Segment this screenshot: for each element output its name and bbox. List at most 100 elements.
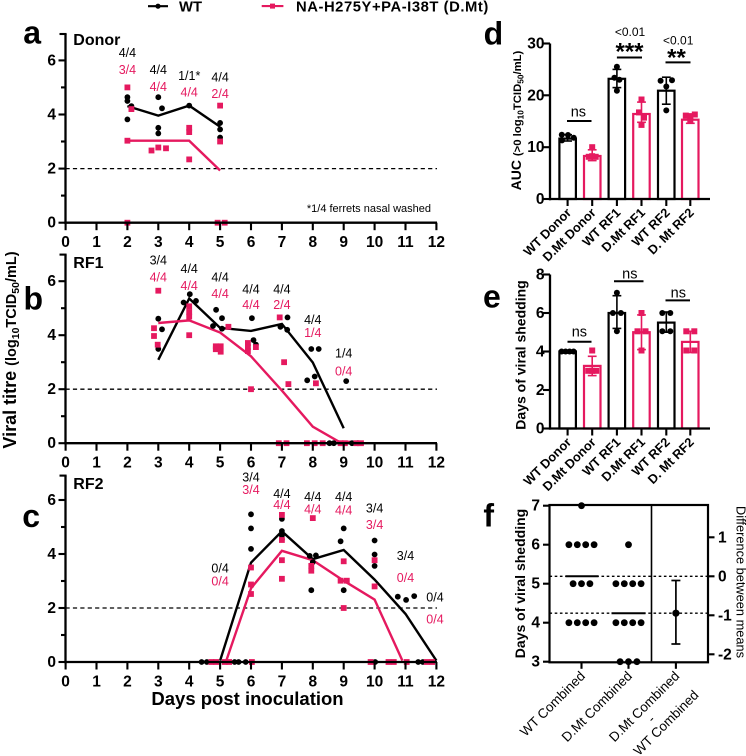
svg-text:4/4: 4/4 (181, 279, 198, 293)
svg-text:7: 7 (278, 234, 287, 251)
svg-text:4/4: 4/4 (150, 80, 167, 94)
svg-text:2: 2 (47, 161, 56, 178)
svg-text:4: 4 (47, 107, 56, 124)
svg-text:3/4: 3/4 (242, 483, 259, 497)
svg-text:2: 2 (536, 382, 545, 399)
svg-text:3: 3 (531, 654, 540, 671)
svg-text:ns: ns (571, 104, 586, 120)
svg-text:3: 3 (154, 455, 163, 472)
svg-text:10: 10 (366, 674, 383, 691)
svg-text:4: 4 (185, 234, 194, 251)
svg-text:0/4: 0/4 (397, 571, 414, 585)
svg-text:10: 10 (366, 234, 383, 251)
svg-text:6: 6 (247, 455, 256, 472)
svg-text:4: 4 (531, 615, 540, 632)
svg-text:9: 9 (339, 234, 348, 251)
svg-text:12: 12 (428, 234, 445, 251)
svg-text:4: 4 (536, 344, 545, 361)
svg-text:4/4: 4/4 (304, 490, 321, 504)
svg-text:4/4: 4/4 (273, 487, 290, 501)
svg-text:4/4: 4/4 (335, 490, 352, 504)
svg-text:4/4: 4/4 (150, 63, 167, 77)
svg-text:3: 3 (154, 674, 163, 691)
svg-text:3/4: 3/4 (366, 502, 383, 516)
svg-text:-1: -1 (718, 607, 732, 624)
svg-text:3/4: 3/4 (397, 549, 414, 563)
svg-text:6: 6 (531, 537, 540, 554)
svg-text:d: d (484, 15, 504, 51)
svg-text:4/4: 4/4 (273, 498, 290, 512)
svg-text:3/4: 3/4 (366, 518, 383, 532)
svg-text:f: f (483, 497, 494, 533)
svg-text:2/4: 2/4 (211, 87, 228, 101)
svg-text:9: 9 (339, 455, 348, 472)
svg-text:1: 1 (92, 455, 101, 472)
svg-text:1/1*: 1/1* (178, 69, 200, 83)
svg-text:0/4: 0/4 (426, 613, 443, 627)
svg-text:c: c (22, 498, 40, 534)
svg-text:Days of viral shedding: Days of viral shedding (512, 509, 528, 658)
svg-text:4/4: 4/4 (211, 287, 228, 301)
svg-text:0/4: 0/4 (426, 591, 443, 605)
svg-text:6: 6 (247, 234, 256, 251)
svg-text:5: 5 (216, 455, 225, 472)
svg-text:4/4: 4/4 (181, 86, 198, 100)
svg-text:**: ** (667, 45, 686, 72)
svg-text:10: 10 (366, 455, 383, 472)
svg-text:3: 3 (154, 234, 163, 251)
svg-text:11: 11 (397, 455, 414, 472)
svg-text:0: 0 (61, 455, 70, 472)
svg-text:0/4: 0/4 (211, 575, 228, 589)
svg-text:1: 1 (92, 674, 101, 691)
svg-text:4/4: 4/4 (273, 283, 290, 297)
svg-text:Viral titre (log10TCID50/mL): Viral titre (log10TCID50/mL) (0, 251, 22, 448)
svg-text:0/4: 0/4 (335, 365, 352, 379)
svg-text:7: 7 (278, 674, 287, 691)
svg-text:10: 10 (527, 139, 544, 156)
svg-text:1: 1 (718, 529, 727, 546)
svg-text:4/4: 4/4 (211, 271, 228, 285)
svg-text:2/4: 2/4 (273, 298, 290, 312)
svg-text:4/4: 4/4 (335, 504, 352, 518)
svg-text:4/4: 4/4 (211, 71, 228, 85)
svg-text:6: 6 (47, 273, 56, 290)
svg-text:7: 7 (278, 455, 287, 472)
svg-text:3/4: 3/4 (242, 470, 259, 484)
svg-text:0: 0 (718, 568, 727, 585)
svg-text:8: 8 (308, 234, 317, 251)
svg-text:WT: WT (179, 0, 202, 16)
svg-text:0/4: 0/4 (211, 562, 228, 576)
svg-text:NA-H275Y+PA-I38T (D.Mt): NA-H275Y+PA-I38T (D.Mt) (296, 0, 489, 16)
svg-text:1/4: 1/4 (335, 347, 352, 361)
svg-text:0: 0 (47, 435, 56, 452)
svg-text:2: 2 (47, 381, 56, 398)
svg-text:ns: ns (622, 267, 637, 283)
svg-text:-2: -2 (718, 646, 732, 663)
svg-text:*1/4 ferrets nasal washed: *1/4 ferrets nasal washed (307, 203, 431, 215)
svg-text:6: 6 (47, 492, 56, 509)
svg-text:RF2: RF2 (73, 476, 103, 493)
svg-text:3/4: 3/4 (150, 254, 167, 268)
svg-text:8: 8 (308, 455, 317, 472)
svg-text:2: 2 (47, 600, 56, 617)
svg-text:***: *** (615, 39, 644, 66)
svg-text:RF1: RF1 (73, 255, 103, 272)
svg-text:7: 7 (531, 498, 540, 515)
svg-text:0: 0 (61, 234, 70, 251)
svg-text:Donor: Donor (73, 32, 120, 49)
svg-text:Days post inoculation: Days post inoculation (151, 688, 343, 709)
svg-text:0: 0 (47, 215, 56, 232)
svg-text:4/4: 4/4 (242, 283, 259, 297)
svg-text:0: 0 (536, 191, 545, 208)
svg-text:11: 11 (397, 674, 414, 691)
svg-text:Days of viral shedding: Days of viral shedding (513, 280, 529, 429)
svg-text:3/4: 3/4 (119, 63, 136, 77)
svg-text:20: 20 (527, 87, 544, 104)
svg-text:5: 5 (216, 234, 225, 251)
svg-text:5: 5 (531, 576, 540, 593)
svg-text:4/4: 4/4 (304, 503, 321, 517)
svg-text:1/4: 1/4 (304, 326, 321, 340)
svg-text:4/4: 4/4 (304, 313, 321, 327)
svg-text:6: 6 (47, 52, 56, 69)
svg-text:2: 2 (123, 674, 132, 691)
